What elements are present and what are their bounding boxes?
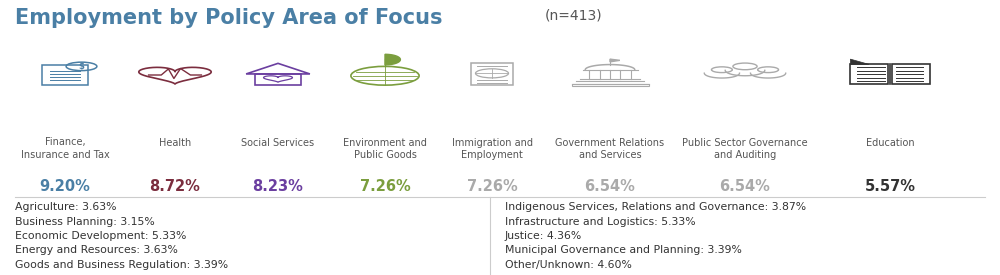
Text: 5.57%: 5.57% xyxy=(864,179,916,194)
Polygon shape xyxy=(610,59,620,62)
Text: Health: Health xyxy=(159,138,191,147)
Text: 6.54%: 6.54% xyxy=(585,179,635,194)
Text: $: $ xyxy=(79,62,84,71)
Text: Public Sector Governance
and Auditing: Public Sector Governance and Auditing xyxy=(682,138,808,160)
Text: 8.23%: 8.23% xyxy=(253,179,303,194)
Text: Employment by Policy Area of Focus: Employment by Policy Area of Focus xyxy=(15,8,442,28)
Polygon shape xyxy=(850,59,869,64)
Text: Environment and
Public Goods: Environment and Public Goods xyxy=(343,138,427,160)
Text: Government Relations
and Services: Government Relations and Services xyxy=(555,138,665,160)
Text: Immigration and
Employment: Immigration and Employment xyxy=(452,138,532,160)
Text: Agriculture: 3.63%
Business Planning: 3.15%
Economic Development: 5.33%
Energy a: Agriculture: 3.63% Business Planning: 3.… xyxy=(15,202,228,270)
Text: Education: Education xyxy=(866,138,914,147)
Text: Social Services: Social Services xyxy=(241,138,315,147)
Text: 8.72%: 8.72% xyxy=(150,179,200,194)
Text: 9.20%: 9.20% xyxy=(40,179,90,194)
Text: Finance,
Insurance and Tax: Finance, Insurance and Tax xyxy=(21,138,109,160)
Text: 6.54%: 6.54% xyxy=(720,179,770,194)
Text: 7.26%: 7.26% xyxy=(467,179,517,194)
Polygon shape xyxy=(385,54,400,65)
Text: Indigenous Services, Relations and Governance: 3.87%
Infrastructure and Logistic: Indigenous Services, Relations and Gover… xyxy=(505,202,806,270)
Text: 7.26%: 7.26% xyxy=(360,179,410,194)
Text: (n=413): (n=413) xyxy=(545,8,603,22)
